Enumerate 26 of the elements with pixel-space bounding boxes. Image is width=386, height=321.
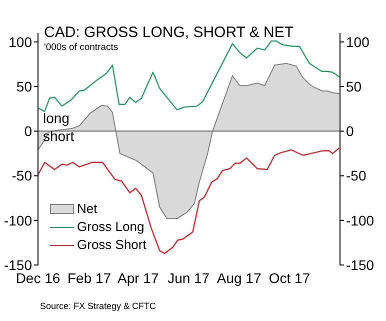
x-tick-label: Apr 17 [117,270,159,286]
chart-title: CAD: GROSS LONG, SHORT & NET [44,24,294,41]
source-note: Source: FX Strategy & CFTC [40,301,156,311]
x-tick-label: Aug 17 [216,270,262,286]
y2-tick-label: 50 [346,78,362,95]
y2-tick-label: -50 [346,168,366,184]
x-tick-label: Jun 17 [168,270,210,286]
x-tick-label: Oct 17 [268,270,310,286]
legend-label: Net [77,200,98,218]
text: '000s of contracts [44,42,118,53]
line-series [38,148,340,254]
annotation: short [43,128,74,144]
y2-tick-label: 0 [346,123,354,140]
y2-tick-label: -100 [346,212,374,228]
y-tick-label: 100 [8,34,32,50]
line-series [38,40,340,112]
y-tick-label: 0 [24,123,32,140]
y-tick-label: -100 [4,212,32,228]
y2-tick-label: -150 [346,256,374,273]
y-tick-label: 50 [16,78,32,95]
y2-tick-label: 100 [346,34,370,50]
annotation: long [43,110,70,126]
legend-label: Gross Short [77,236,146,254]
legend-label: Gross Long [77,218,144,236]
x-tick-label: Feb 17 [68,270,112,286]
y-tick-label: -50 [12,168,32,184]
